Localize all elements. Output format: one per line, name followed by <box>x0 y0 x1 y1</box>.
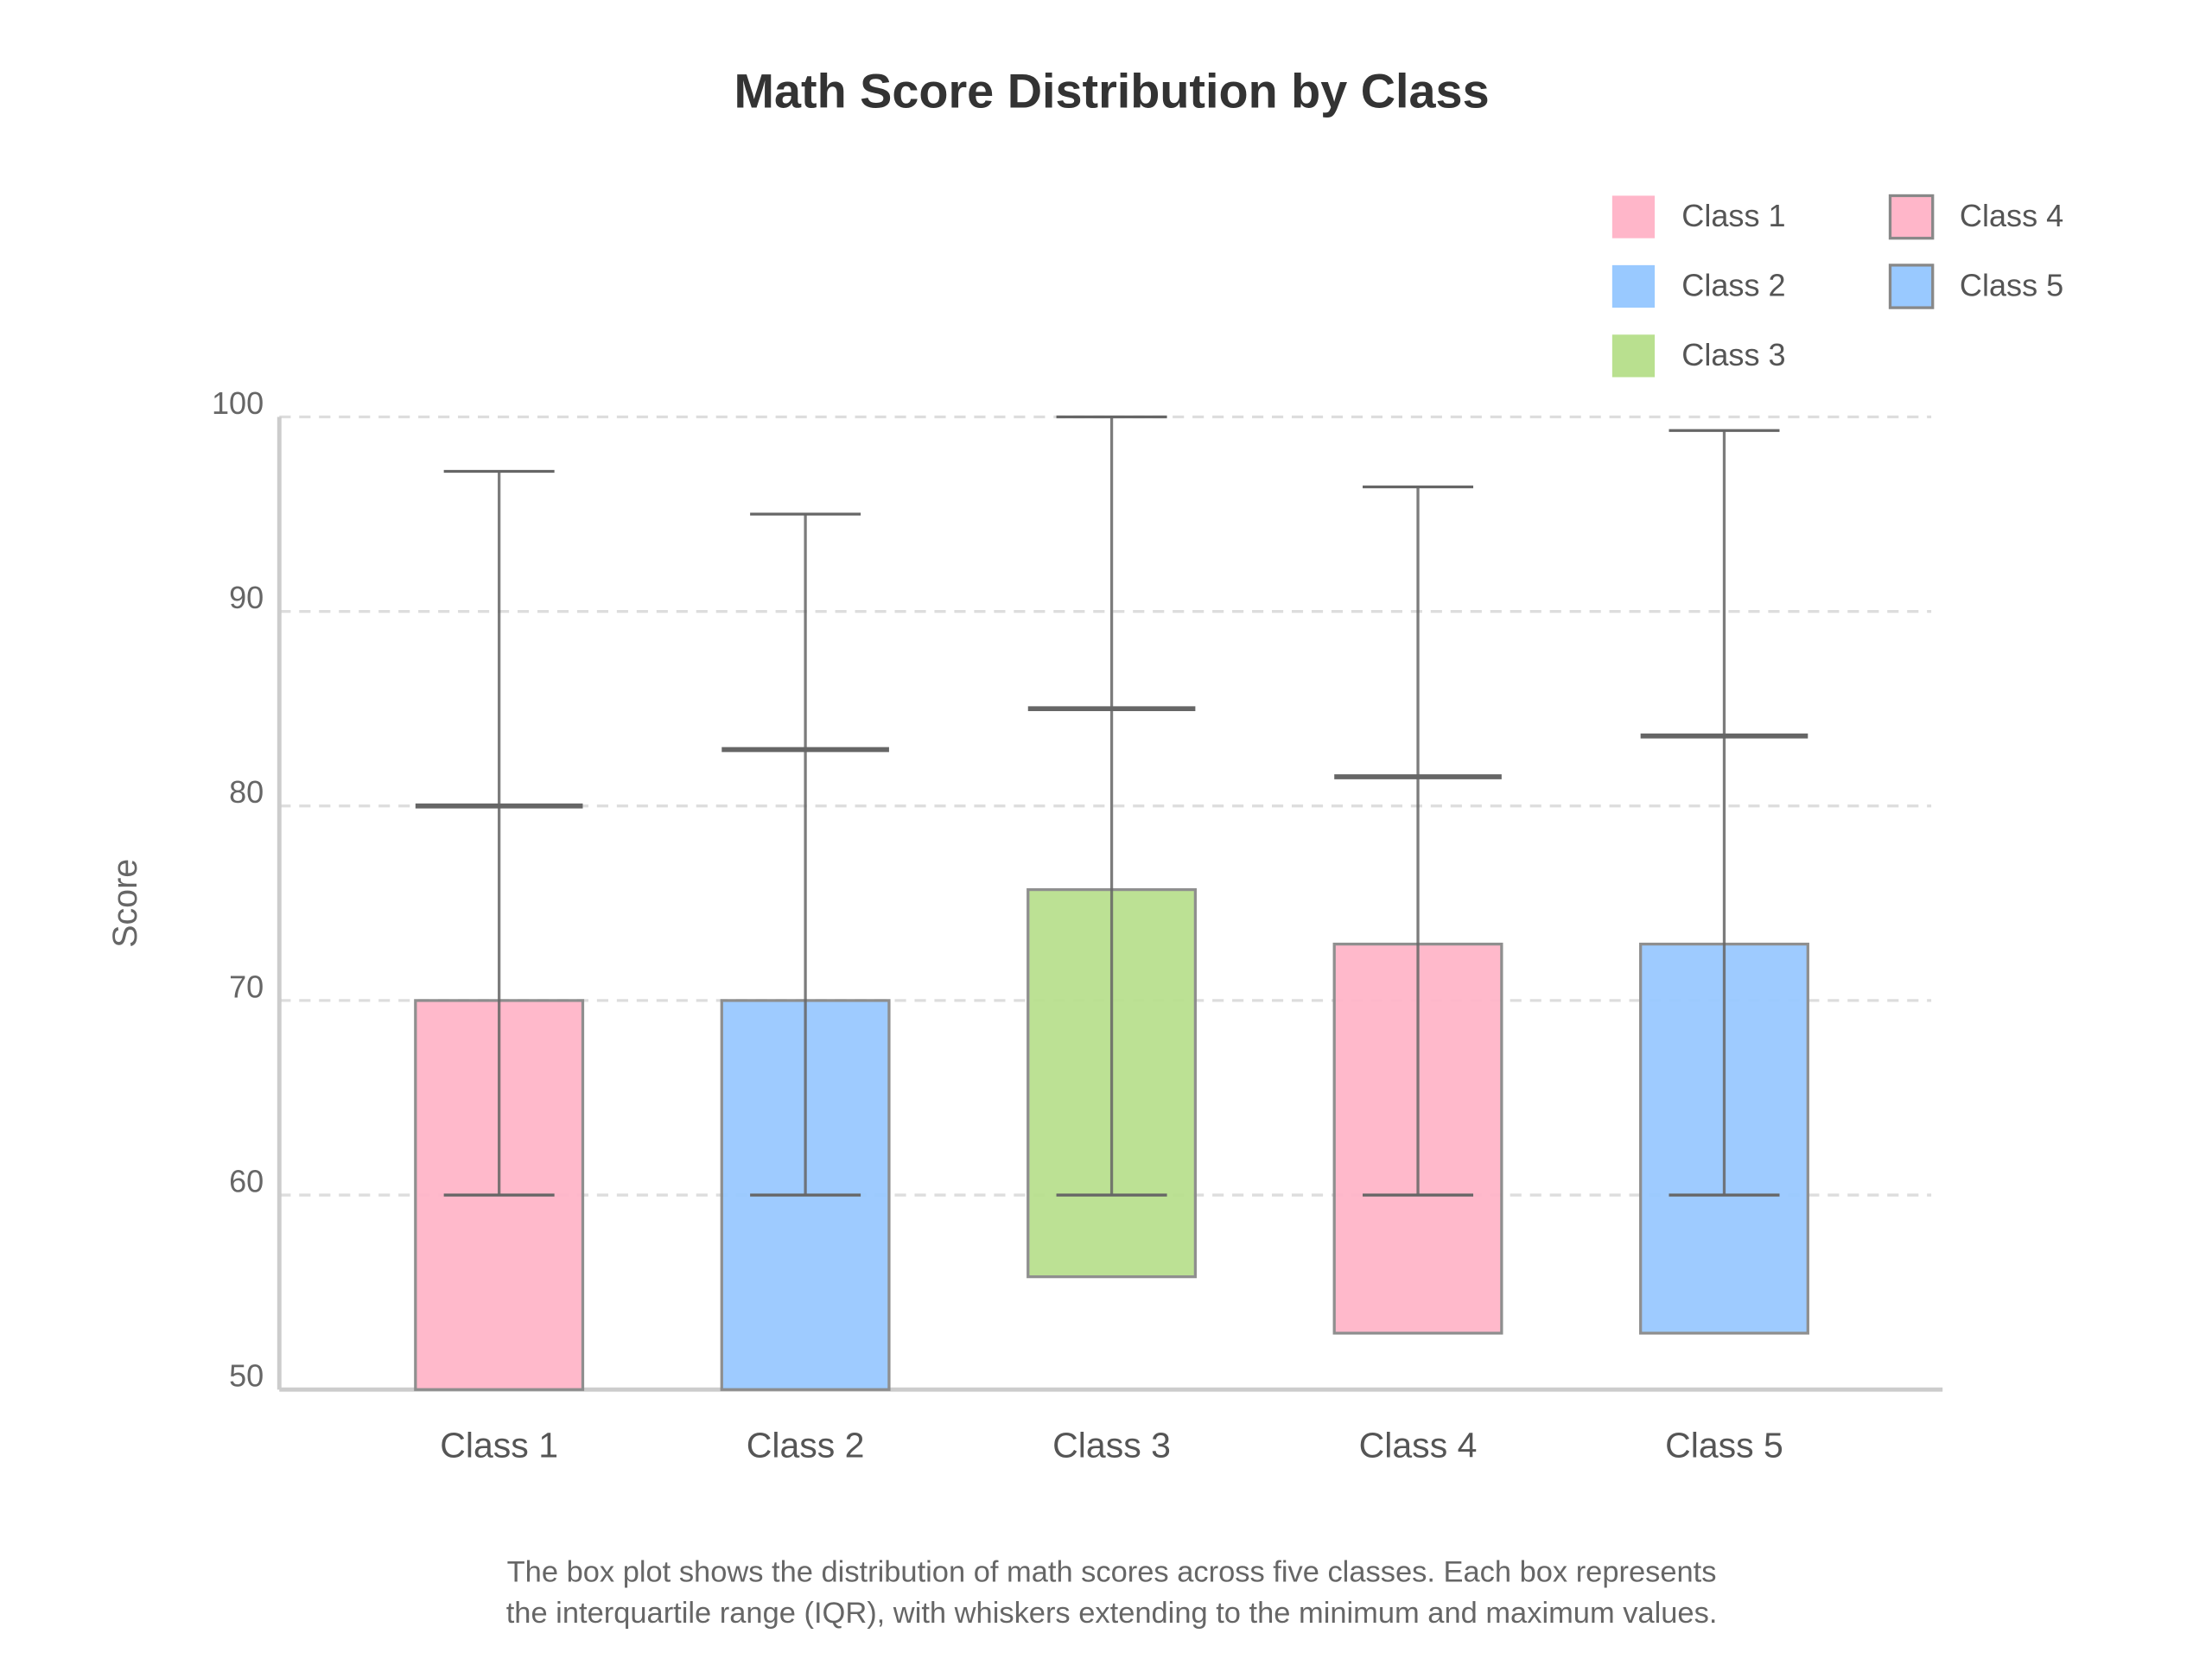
y-tick-label: 70 <box>229 969 264 1004</box>
x-tick-label: Class 4 <box>1359 1425 1478 1465</box>
x-tick-label: Class 1 <box>440 1425 558 1465</box>
y-axis-label: Score <box>106 859 144 948</box>
x-tick-label: Class 2 <box>747 1425 865 1465</box>
legend-label: Class 5 <box>1960 268 2063 303</box>
y-tick-label: 50 <box>229 1358 264 1394</box>
y-tick-label: 90 <box>229 580 264 615</box>
chart-title: Math Score Distribution by Class <box>734 64 1490 118</box>
y-tick-label: 100 <box>212 385 264 421</box>
legend-label: Class 4 <box>1960 198 2063 233</box>
legend-swatch <box>1611 334 1656 378</box>
caption-line: the interquartile range (IQR), with whis… <box>506 1597 1718 1630</box>
y-tick-label: 80 <box>229 774 264 810</box>
legend-swatch <box>1611 264 1656 308</box>
legend-swatch <box>1888 264 1935 309</box>
legend-swatch <box>1611 195 1656 238</box>
caption-line: The box plot shows the distribution of m… <box>507 1556 1717 1589</box>
legend-label: Class 3 <box>1681 337 1785 372</box>
x-tick-label: Class 3 <box>1052 1425 1171 1465</box>
legend-label: Class 2 <box>1681 268 1785 303</box>
x-tick-label: Class 5 <box>1665 1425 1783 1465</box>
y-tick-label: 60 <box>229 1163 264 1198</box>
legend-swatch <box>1888 194 1935 240</box>
legend-label: Class 1 <box>1681 198 1785 233</box>
